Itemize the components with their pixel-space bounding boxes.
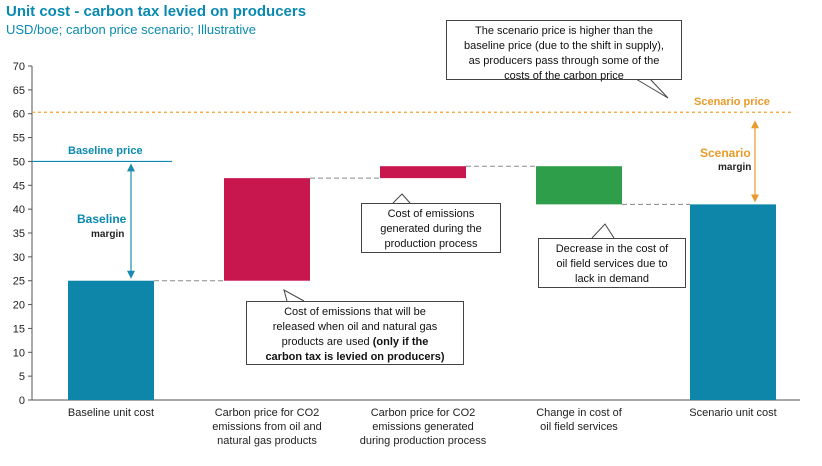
y-tick-label: 25 (13, 276, 25, 288)
callout-line: The scenario price is higher than the (475, 25, 653, 37)
scenario-margin-label-2: margin (718, 162, 752, 173)
y-tick-label: 35 (13, 228, 25, 240)
y-tick-label: 5 (19, 371, 25, 383)
callout-line: costs of the carbon price (504, 70, 624, 82)
callout-services-decrease: Decrease in the cost of oil field servic… (538, 238, 686, 288)
bar (690, 204, 776, 400)
callout-emissions-production: Cost of emissions generated during the p… (361, 203, 501, 253)
callout-pointer (635, 78, 669, 99)
callout-line: generated during the (380, 223, 482, 235)
callout-scenario-note: The scenario price is higher than the ba… (446, 20, 682, 82)
x-category-label: Carbon price for CO2 (215, 407, 320, 419)
x-category-label: during production process (360, 435, 487, 447)
y-tick-label: 55 (13, 133, 25, 145)
x-category-label: emissions generated (372, 421, 474, 433)
x-category-label: Carbon price for CO2 (371, 407, 476, 419)
callout-line: released when oil and natural gas (272, 321, 438, 333)
x-category-label: Baseline unit cost (68, 407, 154, 419)
y-tick-label: 70 (13, 61, 25, 73)
scenario-margin-label: Scenario (700, 146, 751, 160)
x-category-label: natural gas products (217, 435, 317, 447)
callout-bold-text: carbon tax is levied on producers) (265, 351, 445, 363)
baseline-margin-label-2: margin (91, 229, 125, 240)
bar (68, 280, 154, 400)
callout-pointer (392, 193, 411, 204)
y-tick-label: 40 (13, 204, 25, 216)
y-tick-label: 65 (13, 85, 25, 97)
callout-line: production process (384, 238, 478, 250)
y-tick-label: 0 (19, 395, 25, 407)
callout-line: as producers pass through some of the (468, 55, 660, 67)
y-tick-label: 10 (13, 347, 25, 359)
callout-line: Cost of emissions that will be (284, 306, 426, 318)
callout-line: lack in demand (575, 273, 649, 285)
baseline-margin-label: Baseline (77, 212, 127, 226)
chart-subtitle: USD/boe; carbon price scenario; Illustra… (6, 22, 257, 37)
callout-pointer (283, 288, 305, 302)
callout-pointer (591, 223, 615, 239)
callout-line: oil field services due to (556, 258, 668, 270)
bar (380, 166, 466, 179)
y-tick-label: 20 (13, 300, 25, 312)
x-category-label: Scenario unit cost (689, 407, 776, 419)
chart-title: Unit cost - carbon tax levied on produce… (6, 3, 307, 20)
bar (536, 166, 622, 205)
callout-line: Cost of emissions (387, 208, 475, 220)
x-category-label: Change in cost of (536, 407, 623, 419)
callout-line: carbon tax is levied on producers) (253, 350, 457, 365)
y-tick-label: 30 (13, 252, 25, 264)
y-tick-label: 15 (13, 323, 25, 335)
bar (224, 178, 310, 281)
x-category-label: oil field services (540, 421, 618, 433)
callout-line: products are used (only if the (253, 335, 457, 350)
callout-line: Decrease in the cost of (555, 243, 669, 255)
callout-text: products are used (281, 336, 370, 348)
y-tick-label: 50 (13, 156, 25, 168)
x-category-label: emissions from oil and (212, 421, 321, 433)
baseline-price-label: Baseline price (68, 145, 143, 157)
scenario-price-label: Scenario price (694, 96, 770, 108)
callout-bold-text: (only if the (372, 336, 429, 348)
callout-emissions-products: Cost of emissions that will be released … (246, 301, 464, 365)
y-tick-label: 45 (13, 180, 25, 192)
y-tick-label: 60 (13, 109, 25, 121)
callout-line: baseline price (due to the shift in supp… (464, 40, 664, 52)
